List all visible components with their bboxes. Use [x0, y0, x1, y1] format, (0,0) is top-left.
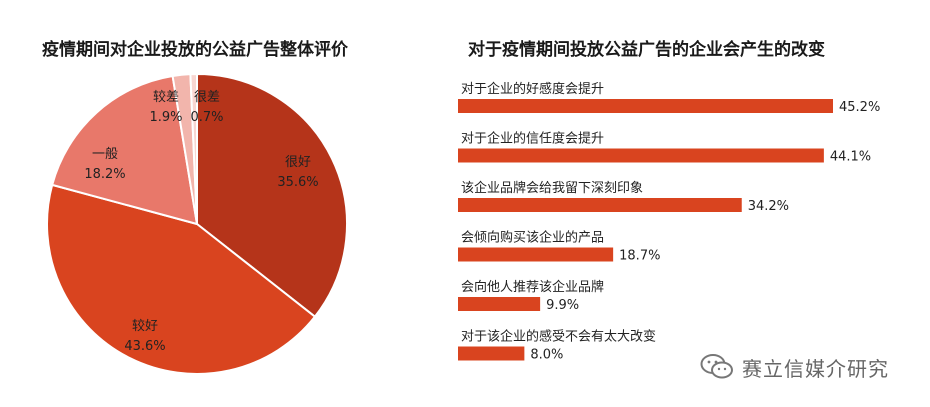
bar-value-label: 34.2%: [748, 199, 789, 214]
bar-chart-title: 对于疫情期间投放公益广告的企业会产生的改变: [468, 40, 825, 60]
watermark-text: 赛立信媒介研究: [742, 356, 889, 381]
slice-value-label: 1.9%: [149, 110, 182, 125]
bar: [458, 148, 824, 163]
watermark: 赛立信媒介研究: [700, 352, 889, 382]
bar: [458, 297, 541, 311]
pie-slice: [196, 72, 348, 319]
slice-value-label: 18.2%: [84, 167, 125, 182]
pie-chart-title: 疫情期间对企业投放的公益广告整体评价: [42, 40, 348, 60]
wechat-icon: [700, 354, 733, 379]
bar-value-label: 45.2%: [839, 100, 880, 115]
bar: [458, 346, 525, 361]
bar-category-label: 对于企业的信任度会提升: [461, 131, 604, 147]
bar-category-label: 对于该企业的感受不会有太大改变: [461, 329, 656, 345]
bar: [458, 99, 833, 113]
bar-category-label: 该企业品牌会给我留下深刻印象: [461, 180, 643, 196]
bar: [458, 247, 614, 262]
bar-value-label: 18.7%: [619, 249, 660, 264]
bar-value-label: 9.9%: [546, 298, 579, 313]
bar-category-label: 会向他人推荐该企业品牌: [461, 279, 604, 295]
slice-value-label: 35.6%: [277, 175, 318, 190]
slice-label: 较好: [132, 319, 158, 334]
pie-slice: [50, 74, 199, 226]
slice-value-label: 0.7%: [190, 110, 223, 125]
slice-value-label: 43.6%: [124, 339, 165, 354]
slice-label: 一般: [92, 146, 118, 162]
bar: [458, 198, 742, 212]
bar-category-label: 会倾向购买该企业的产品: [461, 230, 604, 246]
slice-label: 很差: [194, 90, 220, 105]
bar-category-label: 对于企业的好感度会提升: [461, 81, 604, 97]
pie-slice: [46, 183, 317, 375]
slice-label: 很好: [285, 155, 311, 170]
pie-slice: [189, 72, 198, 225]
bar-value-label: 44.1%: [830, 150, 871, 165]
bar-value-label: 8.0%: [530, 348, 563, 363]
slice-label: 较差: [153, 90, 179, 105]
